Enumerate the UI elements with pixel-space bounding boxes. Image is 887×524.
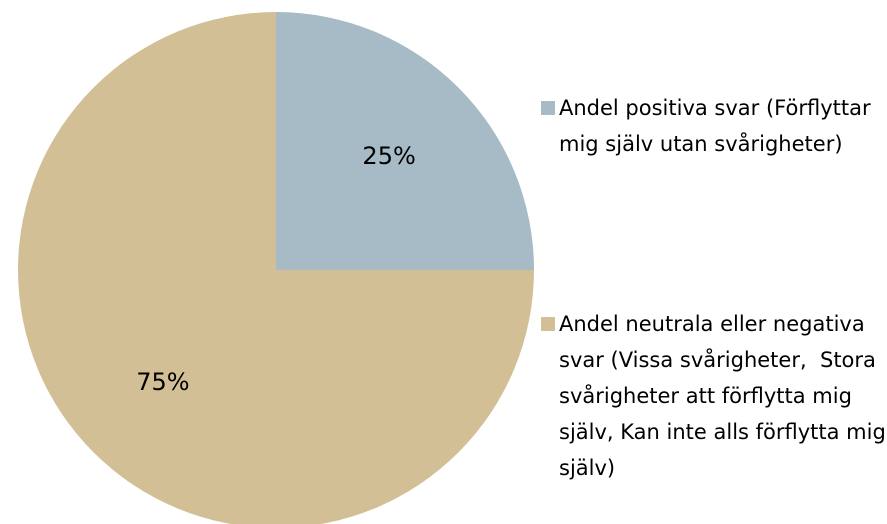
pie-slice <box>276 12 534 270</box>
legend-label: Andel neutrala eller negativa svar (Viss… <box>559 312 886 480</box>
legend-swatch <box>541 317 555 331</box>
legend-item: Andel neutrala eller negativa svar (Viss… <box>541 306 887 486</box>
data-label: 25% <box>362 142 415 170</box>
data-label: 75% <box>136 368 189 396</box>
legend-item: Andel positiva svar (Förflyttar mig själ… <box>541 90 887 162</box>
legend-swatch <box>541 101 555 115</box>
pie-slice <box>18 12 534 524</box>
legend-label: Andel positiva svar (Förflyttar mig själ… <box>559 96 878 156</box>
